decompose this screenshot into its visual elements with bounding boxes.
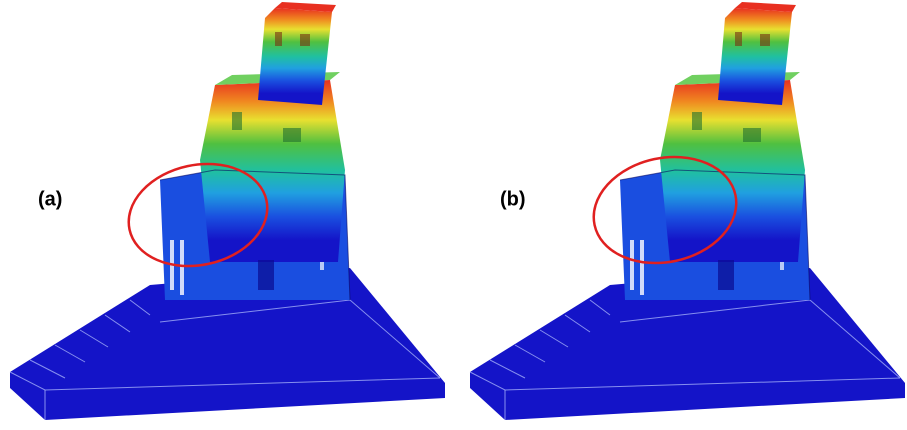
figure: (a) (b) [0,0,907,430]
fe-model-b [470,2,905,420]
fe-model-a [10,2,445,420]
panel-label: (b) [500,188,526,210]
panel-label: (a) [38,188,62,210]
